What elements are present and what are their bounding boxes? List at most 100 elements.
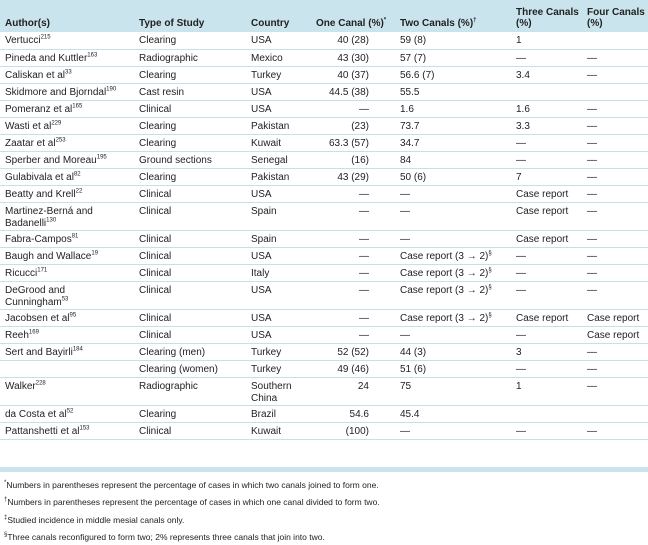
- cell-one: (16): [351, 154, 369, 166]
- header-author: Author(s): [5, 18, 50, 29]
- cell-three: 7: [516, 171, 522, 183]
- cell-three: 3: [516, 346, 522, 358]
- cell-author: Sert and Bayirli184: [5, 346, 83, 358]
- cell-two: 55.5: [400, 86, 420, 98]
- cell-author: [0, 360, 134, 377]
- cell-one: 24: [357, 380, 369, 392]
- cell-three: —: [516, 284, 526, 296]
- table-row: Gulabivala et al82 Clearing Pakistan 43 (29…: [0, 168, 648, 185]
- cell-three: Case report: [516, 312, 569, 324]
- cell-country: Pakistan: [251, 171, 290, 183]
- table-row: Ricucci171 Clinical Italy — Case report (3 →…: [0, 264, 648, 281]
- table-bottom-rule: [0, 467, 648, 472]
- cell-country: Turkey: [251, 69, 282, 81]
- cell-one: (100): [345, 425, 369, 437]
- cell-two: 1.6: [400, 103, 414, 115]
- cell-three: Case report: [516, 233, 569, 245]
- cell-author: Baugh and Wallace19: [5, 250, 99, 262]
- cell-type: Clearing: [139, 137, 177, 149]
- table-row: Vertucci215 Clearing USA 40 (28) 59 (8) 1: [0, 32, 648, 49]
- table-row: Walker228 Radiographic Southern China 24 75 1…: [0, 377, 648, 405]
- cell-one: 43 (30): [337, 52, 369, 64]
- cell-three: 1: [516, 380, 522, 392]
- cell-four: —: [587, 69, 597, 81]
- cell-type: Radiographic: [139, 52, 198, 64]
- cell-four: —: [587, 380, 597, 392]
- cell-two: Case report (3 → 2)§: [400, 312, 492, 324]
- cell-type: Clinical: [139, 329, 172, 341]
- cell-four: —: [587, 233, 597, 245]
- cell-author: Pomeranz et al165: [5, 103, 83, 115]
- cell-one: —: [359, 205, 369, 217]
- cell-country: Spain: [251, 205, 277, 217]
- cell-four: —: [587, 171, 597, 183]
- cell-country: USA: [251, 86, 272, 98]
- canal-study-table: Author(s) Type of Study Country One Cana…: [0, 0, 648, 439]
- cell-four: —: [587, 137, 597, 149]
- table-row: Caliskan et al33 Clearing Turkey 40 (37) 56.…: [0, 66, 648, 83]
- cell-three: —: [516, 267, 526, 279]
- cell-one: 40 (28): [337, 35, 369, 46]
- cell-four: —: [587, 52, 597, 64]
- cell-two: 57 (7): [400, 52, 427, 64]
- cell-four: [582, 83, 648, 100]
- table-row: Sert and Bayirli184 Clearing (men) Turkey 5…: [0, 343, 648, 360]
- cell-three: [511, 83, 582, 100]
- cell-one: —: [359, 267, 369, 279]
- cell-type: Cast resin: [139, 86, 185, 98]
- cell-country: Pakistan: [251, 120, 290, 132]
- table-row: Martinez-Berná and Badanelli130 Clinical S…: [0, 202, 648, 230]
- cell-three: —: [516, 329, 526, 341]
- cell-two: —: [400, 205, 410, 217]
- cell-country: USA: [251, 188, 272, 200]
- cell-one: 49 (46): [337, 363, 369, 375]
- cell-type: Clinical: [139, 267, 172, 279]
- cell-one: 44.5 (38): [328, 86, 369, 98]
- cell-three: —: [516, 363, 526, 375]
- cell-type: Clearing: [139, 120, 177, 132]
- cell-country: USA: [251, 329, 272, 341]
- cell-one: —: [359, 329, 369, 341]
- cell-type: Clearing: [139, 171, 177, 183]
- cell-one: —: [359, 250, 369, 262]
- cell-four: —: [587, 120, 597, 132]
- cell-two: Case report (3 → 2)§: [400, 250, 492, 262]
- cell-author: Walker228: [5, 380, 46, 392]
- cell-one: —: [359, 103, 369, 115]
- cell-four: —: [587, 188, 597, 200]
- cell-two: 84: [400, 154, 412, 166]
- cell-type: Clinical: [139, 250, 172, 262]
- table-row: Baugh and Wallace19 Clinical USA — Case repo…: [0, 247, 648, 264]
- cell-type: Clearing: [139, 69, 177, 81]
- footnote: ‡Studied incidence in middle mesial cana…: [4, 514, 185, 525]
- cell-type: Clinical: [139, 425, 172, 437]
- cell-four: —: [587, 425, 597, 437]
- cell-type: Clinical: [139, 233, 172, 245]
- table-row: Fabra-Campos81 Clinical Spain — — Case report…: [0, 230, 648, 247]
- cell-two: —: [400, 233, 410, 245]
- cell-type: Ground sections: [139, 154, 212, 166]
- cell-author: Ricucci171: [5, 267, 48, 279]
- cell-two: 44 (3): [400, 346, 427, 358]
- cell-country: USA: [251, 35, 272, 46]
- cell-author: Zaatar et al253: [5, 137, 66, 149]
- table-row: Wasti et al229 Clearing Pakistan (23) 73.7 3.…: [0, 117, 648, 134]
- cell-type: Clinical: [139, 312, 172, 324]
- cell-two: Case report (3 → 2)§: [400, 267, 492, 279]
- cell-one: 54.6: [349, 408, 369, 420]
- cell-two: 34.7: [400, 137, 420, 149]
- cell-two: 51 (6): [400, 363, 427, 375]
- cell-two: 56.6 (7): [400, 69, 435, 81]
- cell-one: —: [359, 233, 369, 245]
- cell-three: —: [516, 52, 526, 64]
- footnotes: *Numbers in parentheses represent the pe…: [4, 476, 380, 545]
- cell-country: Spain: [251, 233, 277, 245]
- table-row: Jacobsen et al95 Clinical USA — Case report …: [0, 309, 648, 326]
- header-one-canal: One Canal (%)*: [316, 17, 387, 29]
- cell-three: —: [516, 154, 526, 166]
- cell-country: Senegal: [251, 154, 288, 166]
- cell-four: Case report: [587, 329, 640, 341]
- cell-four: [582, 32, 648, 49]
- cell-two: 45.4: [400, 408, 420, 420]
